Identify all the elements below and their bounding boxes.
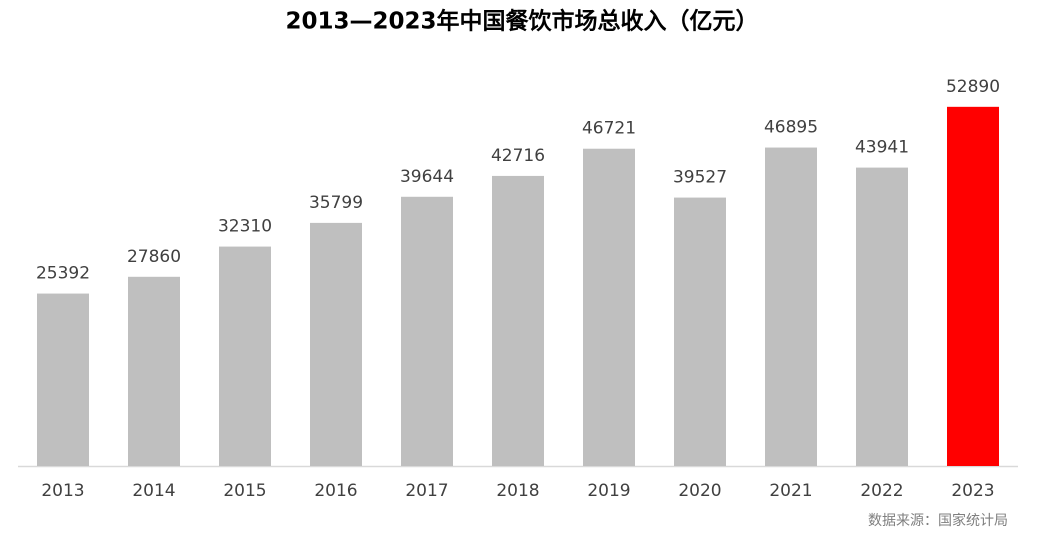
value-label: 27860 [127,247,181,267]
x-tick-label: 2022 [860,481,903,501]
value-label: 39527 [673,168,727,188]
value-label: 43941 [855,138,909,158]
bar [492,175,544,466]
value-label: 32310 [218,217,272,237]
x-tick-label: 2019 [587,481,630,501]
x-tick-label: 2013 [41,481,84,501]
bar [219,246,271,466]
bar [947,106,999,466]
bar [674,197,726,466]
value-label: 42716 [491,146,545,166]
value-label: 52890 [946,77,1000,97]
value-label: 35799 [309,193,363,213]
source-note: 数据来源：国家统计局 [868,512,1008,529]
x-tick-label: 2020 [678,481,721,501]
bar [310,222,362,466]
bar [128,276,180,466]
x-tick-label: 2021 [769,481,812,501]
x-tick-label: 2023 [951,481,994,501]
value-label: 46895 [764,118,818,138]
bar [856,167,908,467]
chart-title: 2013—2023年中国餐饮市场总收入（亿元） [285,8,758,35]
bar [765,147,817,466]
x-tick-label: 2014 [132,481,175,501]
bar [401,196,453,467]
bar [583,148,635,467]
value-label: 46721 [582,119,636,139]
value-label: 39644 [400,167,454,187]
bar [37,293,89,466]
x-tick-label: 2016 [314,481,357,501]
x-tick-label: 2018 [496,481,539,501]
x-tick-label: 2015 [223,481,266,501]
value-label: 25392 [36,264,90,284]
x-tick-label: 2017 [405,481,448,501]
